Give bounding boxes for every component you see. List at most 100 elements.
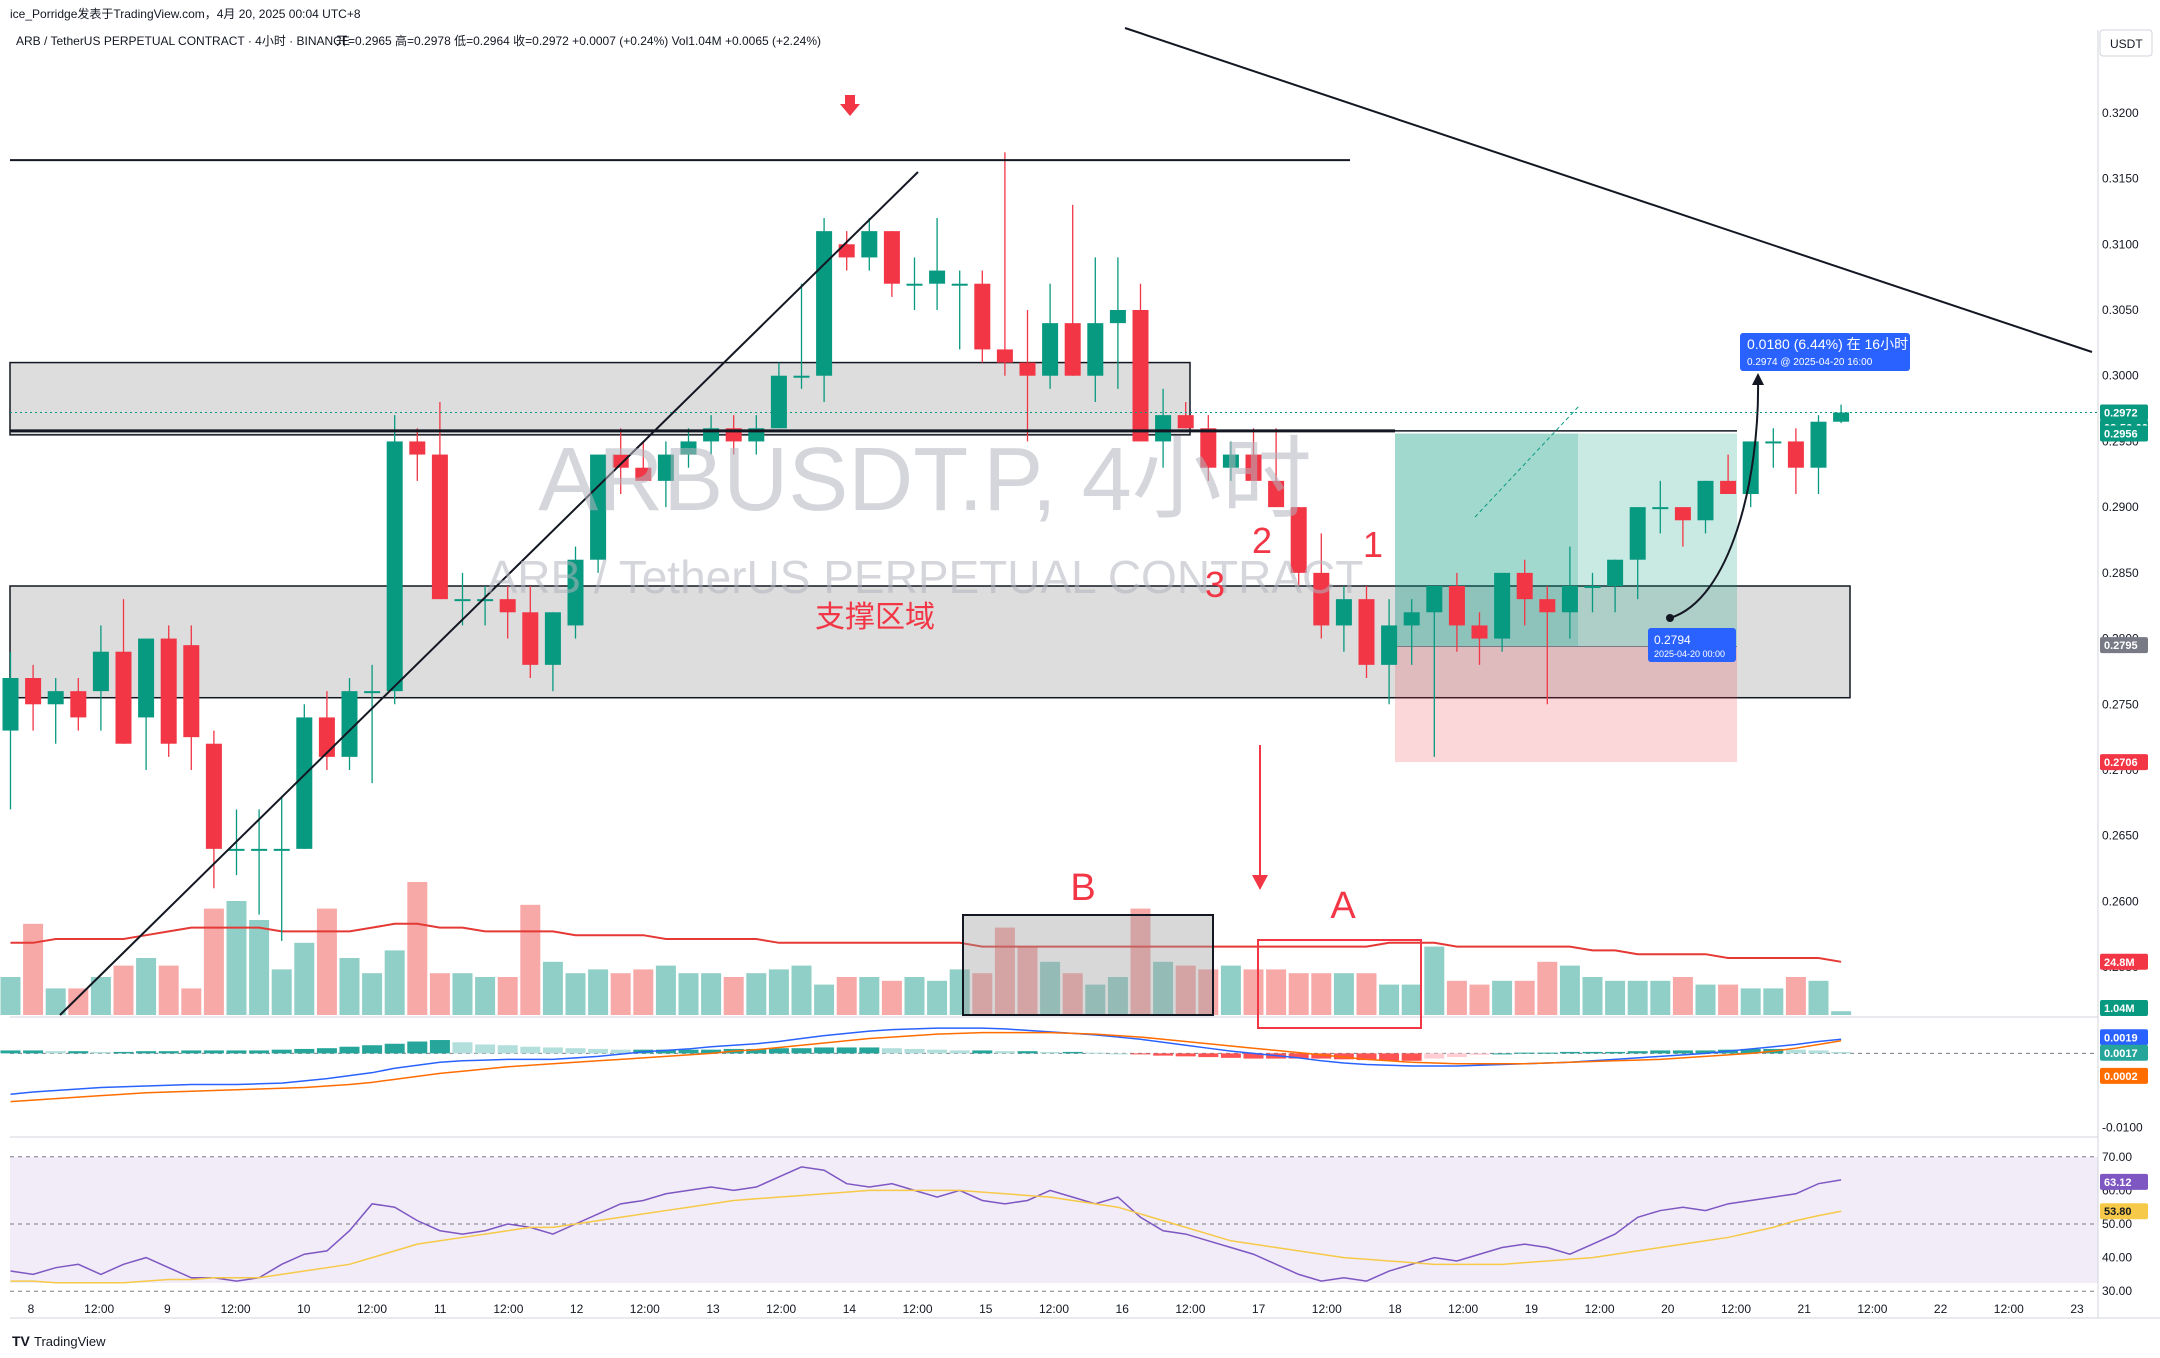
candle-body	[47, 691, 64, 705]
position-filled-area	[1395, 433, 1578, 647]
target-sublabel: 0.2974 @ 2025-04-20 16:00	[1747, 357, 1873, 368]
candle-body	[1652, 507, 1669, 510]
time-tick-label: 12:00	[766, 1302, 796, 1316]
watermark-description: ARB / TetherUS PERPETUAL CONTRACT	[487, 551, 1364, 603]
volume-bar	[678, 973, 699, 1015]
currency-button[interactable]	[2099, 29, 2153, 57]
macd-histogram-bar	[362, 1045, 383, 1054]
plot-background	[10, 50, 2098, 1336]
candle-body	[1833, 412, 1850, 422]
volume-bar	[972, 973, 993, 1015]
volume-bar	[994, 927, 1015, 1015]
candle-body	[635, 467, 652, 481]
candle-body	[228, 848, 245, 851]
macd-histogram-bar	[1401, 1053, 1422, 1061]
ascending-trendline	[59, 171, 919, 1016]
box-a-label: A	[1330, 885, 1356, 927]
candle-body	[906, 283, 923, 286]
macd-histogram-bar	[1130, 1053, 1151, 1055]
macd-histogram-bar	[497, 1045, 518, 1054]
volume-bar	[45, 988, 66, 1015]
price-tick-label: 0.3150	[2102, 172, 2139, 186]
volume-bar	[181, 988, 202, 1015]
volume-bar	[1017, 946, 1038, 1015]
position-tool[interactable]	[1395, 433, 1737, 763]
volume-bar	[610, 973, 631, 1015]
rsi-ma-line	[10, 1189, 1842, 1284]
projection-start-dot	[1666, 614, 1674, 622]
position-path-line	[1474, 404, 1581, 518]
macd-badge-label: 0.0019	[2104, 1032, 2138, 1044]
volume-bar	[23, 923, 44, 1015]
candle-body	[1448, 586, 1465, 626]
candle-body	[567, 559, 584, 626]
volume-badge-label: 1.04M	[2104, 1003, 2135, 1015]
macd-histogram-bar	[678, 1049, 699, 1054]
projection-curve	[1669, 377, 1760, 619]
price-tick-label: 0.3000	[2102, 369, 2139, 383]
macd-histogram-bar	[1379, 1053, 1400, 1061]
candle-body	[861, 231, 878, 258]
descending-trendline	[1124, 27, 2093, 353]
ohlc-line: 开=0.2965 高=0.2978 低=0.2964 收=0.2972 +0.0…	[336, 33, 821, 48]
price-badge-box	[2100, 637, 2148, 654]
volume-bar	[1040, 961, 1061, 1015]
macd-histogram-bar	[429, 1040, 450, 1054]
time-tick-label: 12:00	[221, 1302, 251, 1316]
price-tick-label: 0.2850	[2102, 566, 2139, 580]
macd-badge-box	[2100, 1044, 2148, 1061]
price-badge-label: 0.2706	[2104, 757, 2138, 769]
candle-body	[499, 599, 516, 613]
symbol-line[interactable]: ARB / TetherUS PERPETUAL CONTRACT · 4小时 …	[16, 34, 350, 48]
candle-body	[1742, 441, 1759, 494]
candle-body	[793, 375, 810, 378]
time-tick-label: 15	[979, 1302, 993, 1316]
volume-bar	[90, 977, 111, 1015]
macd-histogram-bar	[1469, 1053, 1490, 1055]
candle-body	[1471, 625, 1488, 639]
candle-body	[883, 231, 900, 284]
candle-body	[70, 691, 87, 718]
candle-body	[92, 651, 109, 692]
candle-body	[160, 638, 177, 744]
volume-bar	[136, 958, 157, 1015]
candle-body	[1787, 441, 1804, 468]
candle-body	[431, 454, 448, 600]
price-badge-box	[2100, 404, 2148, 421]
macd-histogram-bar	[384, 1043, 405, 1054]
macd-histogram-bar	[294, 1048, 315, 1054]
time-tick-label: 12	[570, 1302, 584, 1316]
volume-bar	[1469, 984, 1490, 1015]
candle-body	[251, 848, 268, 851]
macd-histogram-bar	[1785, 1049, 1806, 1054]
macd-histogram-bar	[1559, 1051, 1580, 1054]
volume-bar	[1243, 969, 1264, 1015]
candle-body	[1629, 507, 1646, 560]
drawings-layer	[10, 27, 2098, 1029]
macd-histogram-bar	[226, 1050, 247, 1054]
volume-bar	[1582, 977, 1603, 1015]
macd-histogram-bar	[90, 1051, 111, 1054]
candle-body	[138, 638, 155, 718]
volume-bar	[1401, 984, 1422, 1015]
volume-bar	[1740, 988, 1761, 1015]
volume-bar	[1537, 961, 1558, 1015]
macd-badge-box	[2100, 1067, 2148, 1084]
volume-bar	[294, 942, 315, 1015]
volume-bar	[1672, 977, 1693, 1015]
macd-histogram-bar	[1831, 1051, 1852, 1054]
macd-histogram-bar	[1040, 1051, 1061, 1054]
box-b-label: B	[1070, 867, 1095, 909]
candle-body	[612, 454, 629, 468]
candle-body	[296, 717, 313, 849]
rsi-badge-box	[2100, 1173, 2148, 1190]
candle-body	[929, 270, 946, 284]
volume-bar	[1130, 908, 1151, 1015]
rsi-tick-label: 30.00	[2102, 1284, 2132, 1298]
candle-body	[1064, 323, 1081, 376]
macd-histogram-bar	[814, 1047, 835, 1054]
macd-layer	[0, 1027, 2098, 1103]
target-label: 0.0180 (6.44%) 在 16小时	[1747, 336, 1908, 352]
